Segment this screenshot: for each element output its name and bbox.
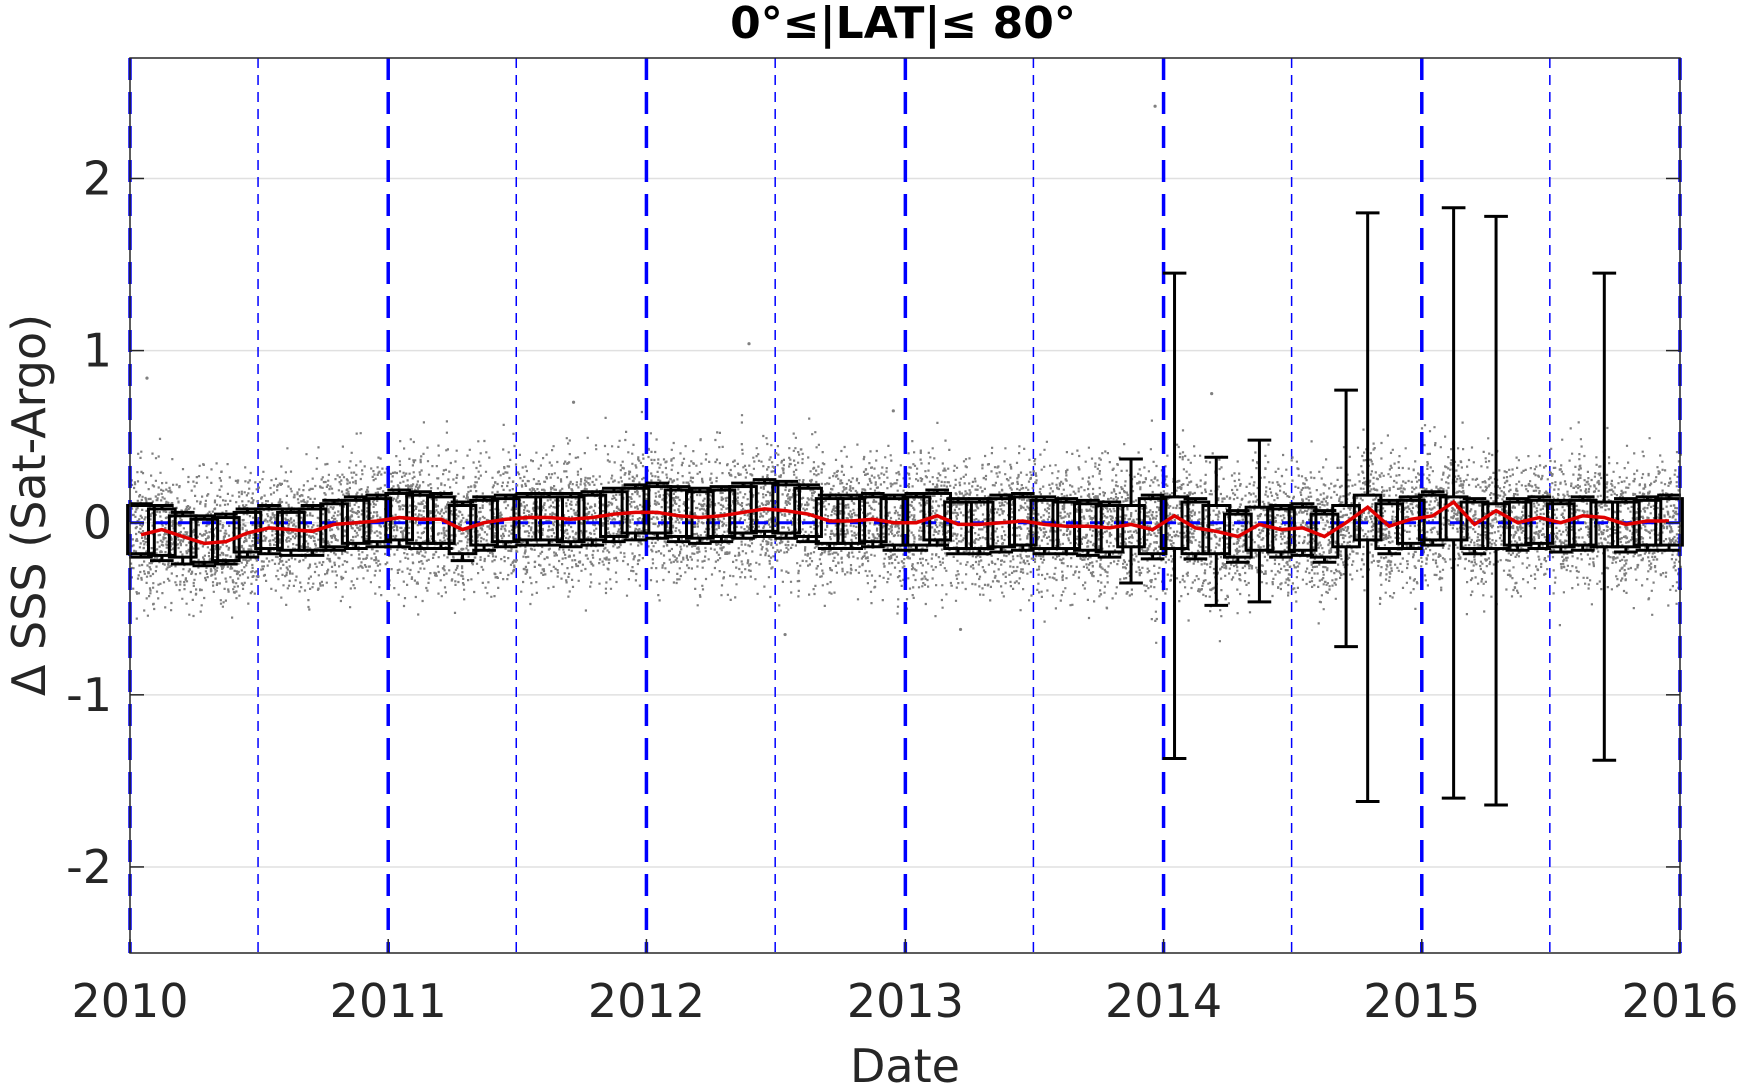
x-axis-label: Date [850,1039,960,1087]
box-plot [642,481,673,540]
iqr-box [211,516,241,563]
iqr-box [1094,504,1125,554]
box-plot [1502,497,1533,552]
iqr-box [1374,502,1405,551]
scatter-outlier [1153,104,1157,108]
iqr-box [1266,507,1296,554]
scatter-outlier [958,627,963,632]
x-tick-label: 2010 [71,974,188,1028]
iqr-box [1180,500,1211,556]
scatter-outlier [1210,392,1214,396]
box-plot [1331,388,1361,649]
iqr-box [1223,512,1253,559]
scatter-cloud [130,410,1682,644]
box-plot [1481,214,1511,807]
box-plot [1352,211,1383,804]
iqr-box [384,491,415,542]
box-plot [1589,271,1620,762]
iqr-box [167,514,198,559]
x-axis-ticks: 2010 2011 2012 2013 2014 2015 2016 [71,939,1739,1028]
y-axis-label: Δ SSS (Sat-Argo) [2,314,56,696]
iqr-box [1331,504,1361,549]
scatter-outlier [145,376,149,380]
iqr-box [642,485,673,535]
scatter-points [130,104,1682,644]
iqr-box [1589,500,1620,549]
box-plot [384,488,415,549]
box-plot [684,486,715,545]
iqr-box [319,502,349,549]
iqr-box [447,504,478,556]
iqr-box [749,481,780,533]
x-tick-label: 2013 [847,974,964,1028]
box-plot [1374,498,1405,556]
iqr-box [126,504,156,556]
box-plot [1611,497,1641,554]
iqr-box [469,498,499,547]
y-tick-label: -1 [66,668,112,722]
iqr-box [1481,502,1511,551]
iqr-box [1545,502,1576,549]
box-plot [1459,497,1490,556]
plot-area [126,57,1684,954]
scatter-outlier [783,632,787,637]
box-plot [1180,497,1211,561]
chart-title: 0°≤|LAT|≤ 80° [730,0,1076,49]
y-axis-ticks: -2 -1 0 1 2 [66,151,1680,894]
box-plot [1266,504,1296,559]
box-plot [749,478,780,538]
iqr-box [922,491,953,542]
iqr-box [232,510,263,554]
box-plot [922,488,953,547]
scatter-outlier [571,400,576,404]
box-plot [167,510,198,566]
x-tick-label: 2012 [588,974,705,1028]
x-tick-label: 2014 [1105,974,1222,1028]
box-plot [469,495,499,552]
iqr-box [1611,500,1641,549]
box-plot [663,485,694,544]
scatter-outlier [891,409,895,413]
iqr-box [1309,512,1340,559]
y-tick-label: -2 [66,840,112,894]
x-tick-label: 2016 [1621,974,1738,1028]
y-tick-label: 0 [83,496,112,550]
box-plot [447,500,478,563]
median-line [140,499,1669,546]
x-tick-label: 2011 [330,974,447,1028]
box-plot [1567,495,1598,552]
y-tick-label: 2 [83,151,112,205]
scatter-outlier [747,342,751,346]
box-plot [771,479,801,540]
box-plot [126,502,156,559]
y-tick-label: 1 [83,324,112,378]
iqr-box [1567,498,1598,547]
x-tick-label: 2015 [1363,974,1480,1028]
iqr-box [1502,500,1533,547]
iqr-box [1459,500,1490,551]
box-plot [1094,500,1125,559]
